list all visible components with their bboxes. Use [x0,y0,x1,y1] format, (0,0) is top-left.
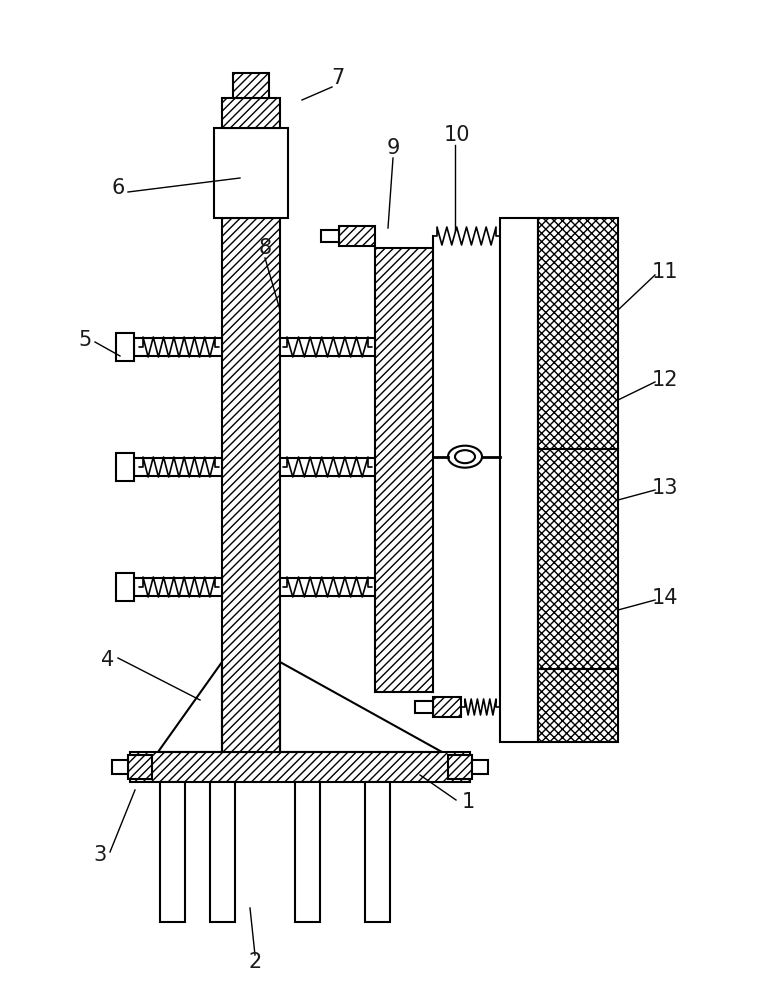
Text: 3: 3 [93,845,106,865]
Bar [295,782,320,922]
Bar [128,755,152,779]
Bar [116,453,134,481]
Bar [134,338,222,356]
Bar [214,128,288,218]
Bar [448,755,472,779]
Bar [222,98,280,128]
Text: 8: 8 [259,238,272,258]
Bar [415,701,433,713]
Text: 5: 5 [78,330,92,350]
Bar [375,248,433,692]
Bar [472,760,488,774]
Bar [116,333,134,361]
Text: 7: 7 [331,68,344,88]
Bar [210,782,235,922]
Bar [339,226,375,246]
Bar [112,760,128,774]
Bar [365,782,390,922]
Text: 10: 10 [444,125,470,145]
Bar [233,73,269,98]
Text: 14: 14 [652,588,679,608]
Text: 9: 9 [386,138,399,158]
Bar [280,458,375,476]
Text: 1: 1 [461,792,474,812]
Bar [280,338,375,356]
Text: 4: 4 [102,650,115,670]
Bar [116,573,134,601]
Bar [134,458,222,476]
Text: 2: 2 [249,952,262,972]
Text: 6: 6 [112,178,125,198]
Bar [222,218,280,752]
Bar [500,218,538,742]
Text: 11: 11 [652,262,679,282]
Bar [280,578,375,596]
Bar [134,578,222,596]
Bar [321,230,339,242]
Bar [538,218,618,742]
Text: 13: 13 [652,478,679,498]
Bar [130,752,470,782]
Text: 12: 12 [652,370,679,390]
Bar [160,782,185,922]
Bar [433,697,461,717]
